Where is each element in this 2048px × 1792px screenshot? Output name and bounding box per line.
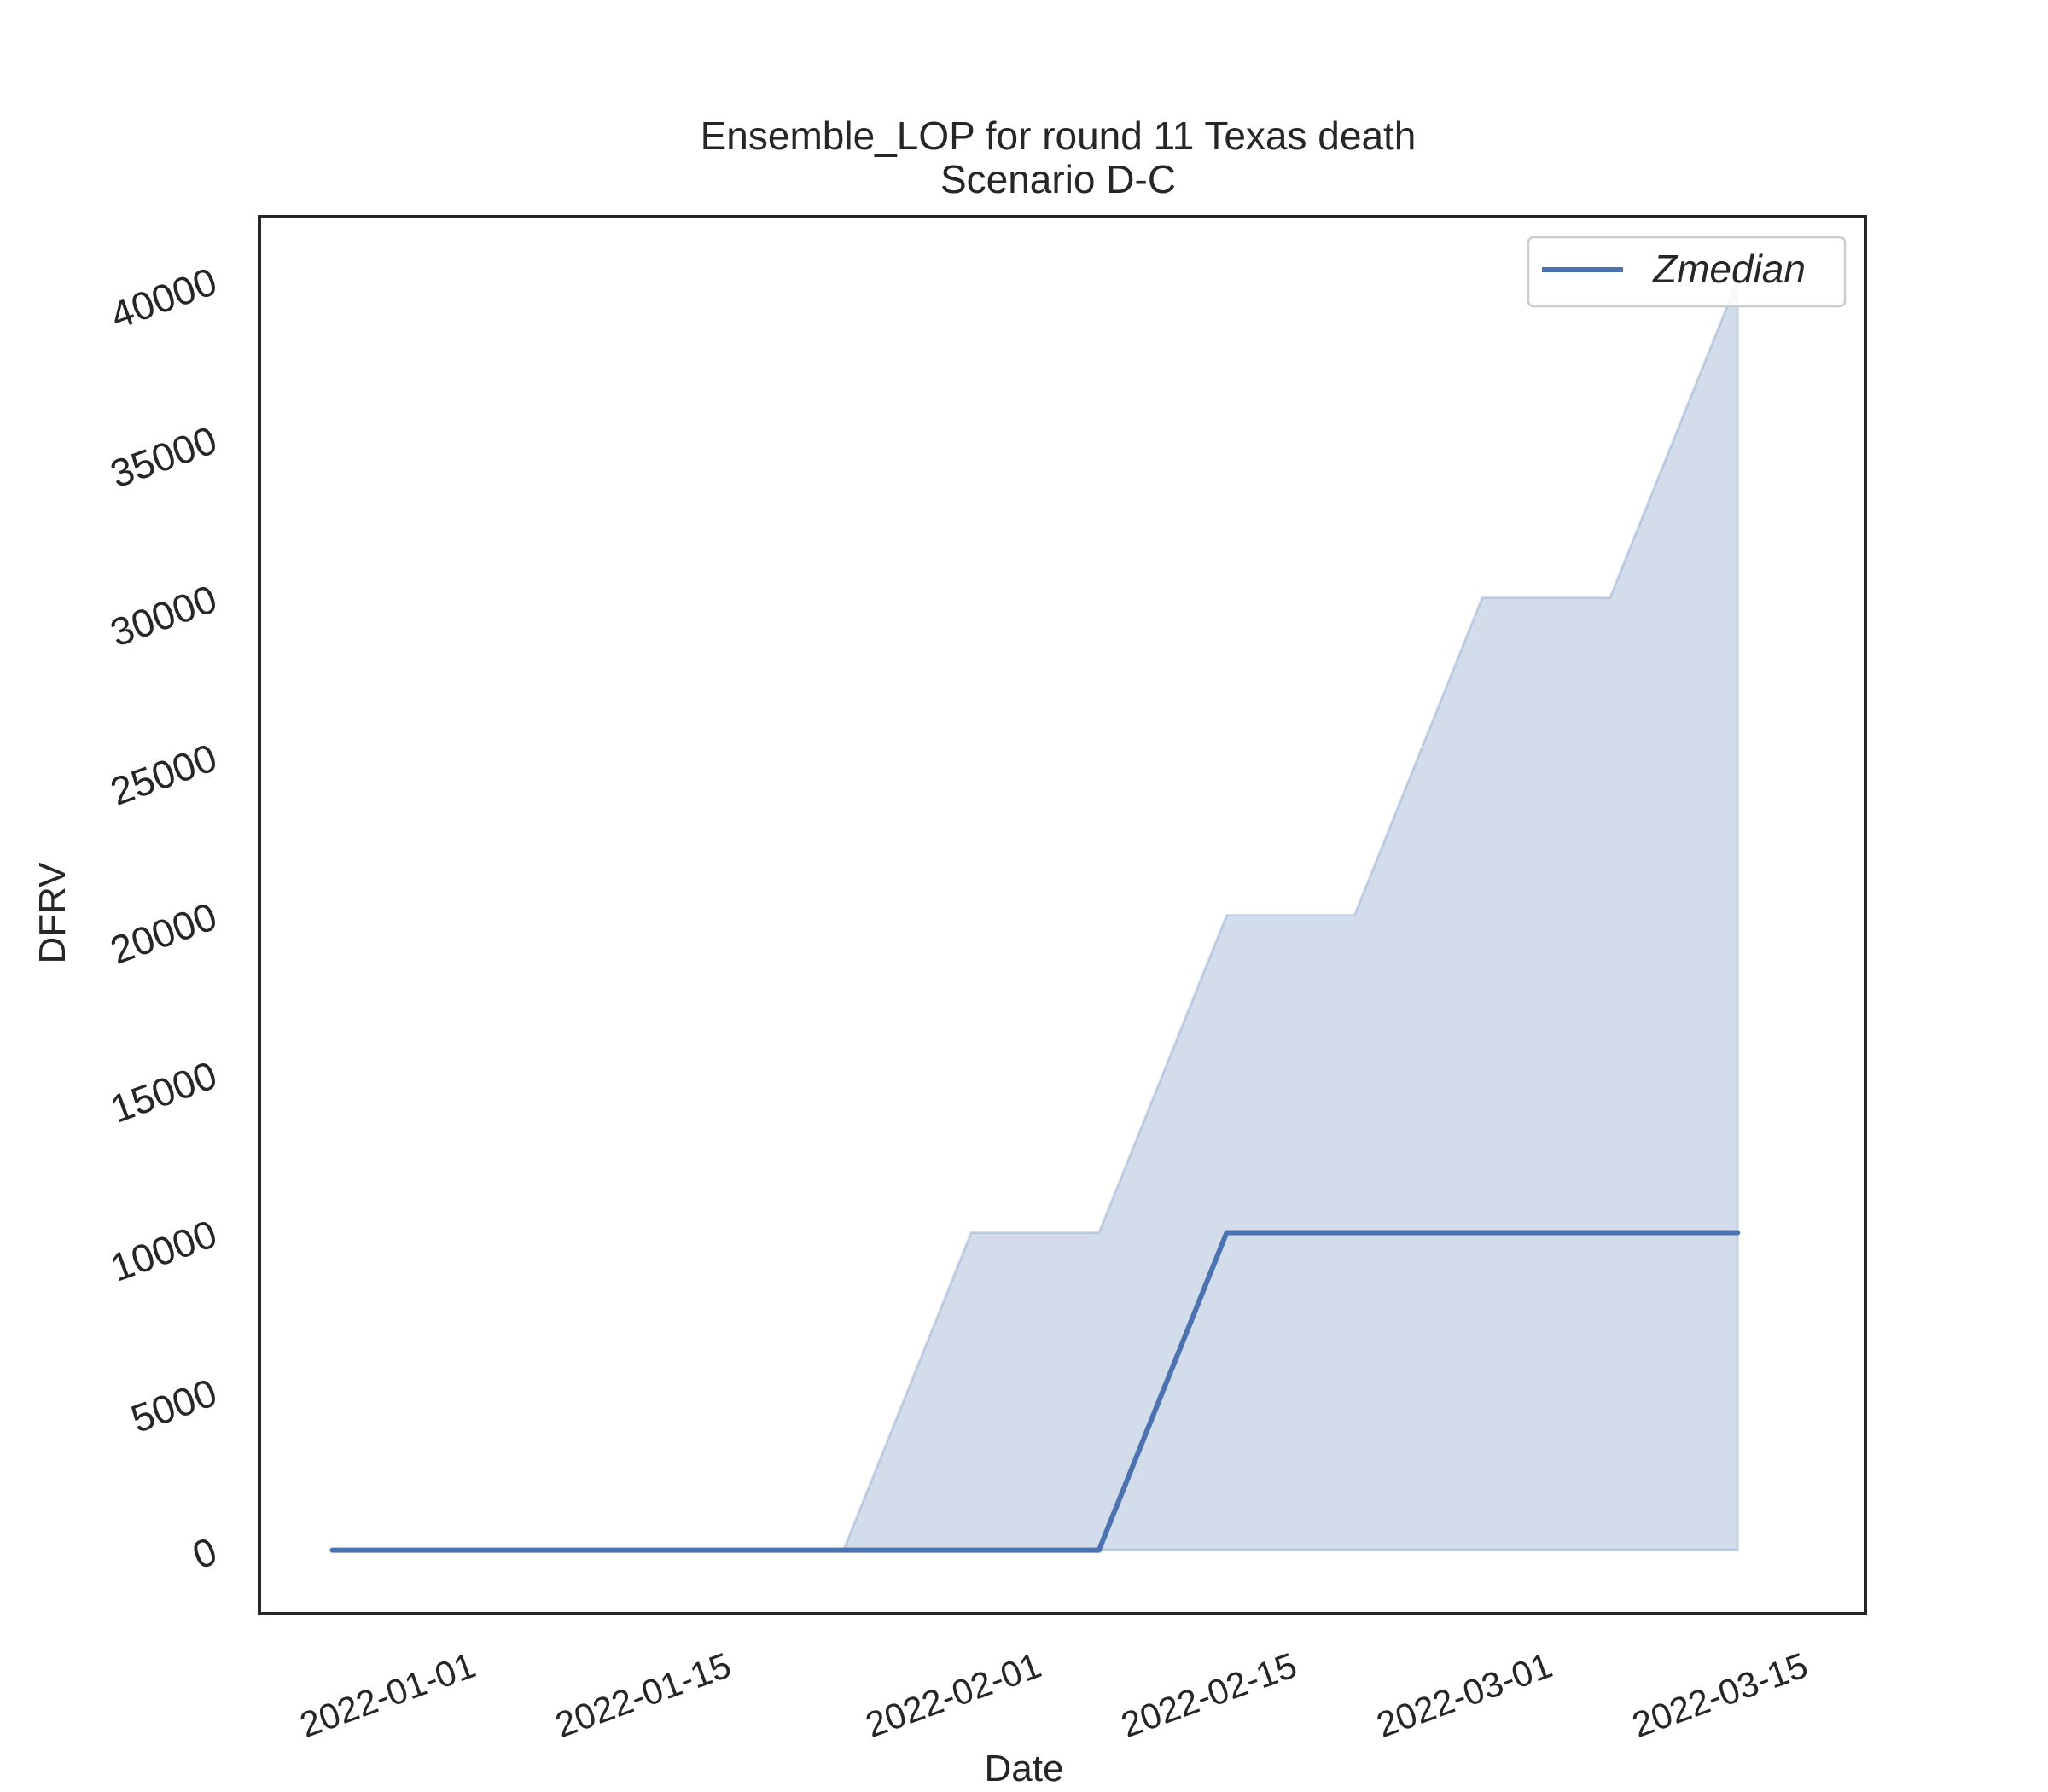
y-tick-label: 5000 [125,1370,223,1441]
x-axis-label-text: Date [984,1748,1064,1789]
series-layer [329,1230,1741,1553]
x-tick-label: 2022-02-15 [1116,1644,1302,1745]
y-tick-label: 20000 [105,893,223,973]
y-tick-labels: 0 5000 10000 15000 20000 25000 30000 35000 40000 [105,259,223,1578]
data-point-zmedian [1225,1231,1228,1234]
data-point-zmedian [714,1549,717,1551]
legend-label-zmedian: Zmedian [1652,247,1806,291]
y-tick-label: 15000 [105,1052,223,1132]
x-tick-label: 2022-02-01 [860,1644,1046,1745]
chart-title: Ensemble_LOP for round 11 Texas death [700,113,1417,158]
series-line-zmedian [329,1230,1741,1553]
data-point-zmedian [587,1549,589,1551]
data-point-zmedian [1737,1231,1739,1234]
y-axis-label: DFRV [32,862,73,964]
y-tick-label: 0 [187,1528,223,1578]
data-point-zmedian [842,1549,845,1551]
data-point-zmedian [1097,1549,1100,1551]
y-tick-label: 40000 [105,259,223,338]
plot-frame [258,215,1867,1615]
x-tick-label: 2022-01-15 [550,1644,736,1745]
confidence-band-layer [332,279,1739,1552]
x-tick-label: 2022-03-15 [1626,1644,1812,1745]
data-point-zmedian [1609,1231,1611,1234]
x-tick-labels: 2022-01-01 2022-01-15 2022-02-01 2022-02-15… [294,1644,1812,1745]
y-tick-label: 30000 [105,576,223,655]
data-point-zmedian [970,1549,973,1551]
legend: Zmedian [1527,236,1847,308]
legend-box [1527,236,1847,308]
confidence-band [332,279,1739,1552]
data-point-zmedian [331,1549,334,1551]
y-tick-label: 35000 [105,417,223,497]
y-tick-label: 10000 [105,1211,223,1290]
x-tick-label: 2022-01-01 [294,1644,480,1745]
data-point-zmedian [459,1549,462,1551]
x-tick-label: 2022-03-01 [1371,1644,1557,1745]
data-point-zmedian [1481,1231,1483,1234]
chart-subtitle: Scenario D-C [940,157,1177,201]
y-tick-label: 25000 [105,735,223,814]
data-point-zmedian [1353,1231,1356,1234]
